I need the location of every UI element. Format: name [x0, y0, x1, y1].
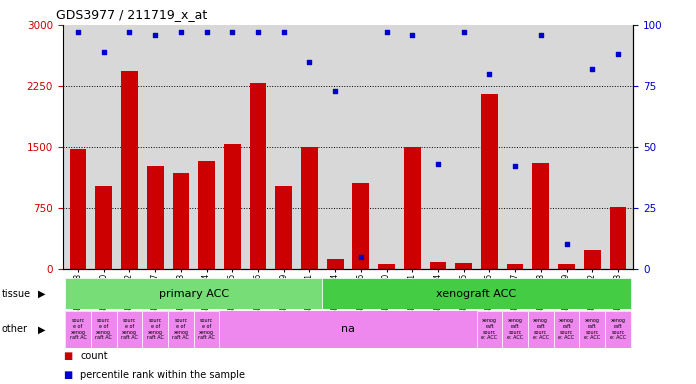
Bar — [121, 71, 138, 269]
Bar — [455, 263, 472, 269]
Bar — [143, 311, 168, 348]
Text: other: other — [1, 324, 27, 334]
Point — [304, 58, 315, 65]
Bar — [117, 311, 143, 348]
Text: na: na — [341, 324, 355, 334]
Bar — [95, 186, 112, 269]
Text: ▶: ▶ — [38, 324, 46, 334]
Text: count: count — [80, 351, 108, 361]
Text: xenog
raft
sourc
e: ACC: xenog raft sourc e: ACC — [532, 318, 549, 341]
Bar — [507, 264, 523, 269]
Text: sourc
e of
xenog
raft AC: sourc e of xenog raft AC — [198, 318, 215, 341]
Point — [355, 253, 366, 260]
Bar — [198, 161, 215, 269]
Bar — [224, 144, 241, 269]
Bar — [322, 278, 631, 309]
Text: sourc
e of
xenog
raft AC: sourc e of xenog raft AC — [173, 318, 189, 341]
Point — [381, 29, 392, 35]
Bar — [301, 147, 318, 269]
Bar — [605, 311, 631, 348]
Bar — [477, 311, 503, 348]
Bar — [404, 147, 420, 269]
Text: xenog
raft
sourc
e: ACC: xenog raft sourc e: ACC — [482, 318, 498, 341]
Bar — [429, 262, 446, 269]
Point — [535, 31, 546, 38]
Text: percentile rank within the sample: percentile rank within the sample — [80, 370, 245, 380]
Bar — [503, 311, 528, 348]
Bar — [481, 94, 498, 269]
Bar — [147, 166, 164, 269]
Point — [432, 161, 443, 167]
Point — [509, 163, 521, 169]
Bar — [250, 83, 267, 269]
Bar — [91, 311, 117, 348]
Bar — [528, 311, 553, 348]
Text: ▶: ▶ — [38, 289, 46, 299]
Point — [150, 31, 161, 38]
Point — [98, 49, 109, 55]
Bar — [558, 264, 575, 269]
Bar — [70, 149, 86, 269]
Bar — [65, 311, 91, 348]
Text: xenog
raft
sourc
e: ACC: xenog raft sourc e: ACC — [507, 318, 523, 341]
Point — [201, 29, 212, 35]
Bar — [168, 311, 193, 348]
Point — [561, 242, 572, 248]
Text: ■: ■ — [63, 351, 72, 361]
Text: tissue: tissue — [1, 289, 31, 299]
Text: primary ACC: primary ACC — [159, 289, 229, 299]
Bar — [276, 186, 292, 269]
Point — [124, 29, 135, 35]
Point — [278, 29, 290, 35]
Text: xenog
raft
sourc
e: ACC: xenog raft sourc e: ACC — [610, 318, 626, 341]
Bar — [173, 173, 189, 269]
Bar — [327, 259, 344, 269]
Bar — [584, 250, 601, 269]
Text: xenograft ACC: xenograft ACC — [436, 289, 516, 299]
Text: GDS3977 / 211719_x_at: GDS3977 / 211719_x_at — [56, 8, 207, 21]
Text: sourc
e of
xenog
raft AC: sourc e of xenog raft AC — [95, 318, 112, 341]
Bar — [65, 278, 322, 309]
Text: ■: ■ — [63, 370, 72, 380]
Bar — [553, 311, 579, 348]
Point — [587, 66, 598, 72]
Point — [458, 29, 469, 35]
Text: sourc
e of
xenog
raft AC: sourc e of xenog raft AC — [121, 318, 138, 341]
Text: sourc
e of
xenog
raft AC: sourc e of xenog raft AC — [147, 318, 164, 341]
Point — [253, 29, 264, 35]
Bar — [610, 207, 626, 269]
Point — [175, 29, 187, 35]
Bar — [532, 163, 549, 269]
Point — [330, 88, 341, 94]
Point — [612, 51, 624, 57]
Point — [406, 31, 418, 38]
Bar — [193, 311, 219, 348]
Text: sourc
e of
xenog
raft AC: sourc e of xenog raft AC — [70, 318, 86, 341]
Text: xenog
raft
sourc
e: ACC: xenog raft sourc e: ACC — [558, 318, 575, 341]
Bar — [378, 264, 395, 269]
Point — [227, 29, 238, 35]
Point — [72, 29, 84, 35]
Text: xenog
raft
sourc
e: ACC: xenog raft sourc e: ACC — [584, 318, 600, 341]
Point — [484, 71, 495, 77]
Bar — [579, 311, 605, 348]
Bar — [352, 183, 369, 269]
